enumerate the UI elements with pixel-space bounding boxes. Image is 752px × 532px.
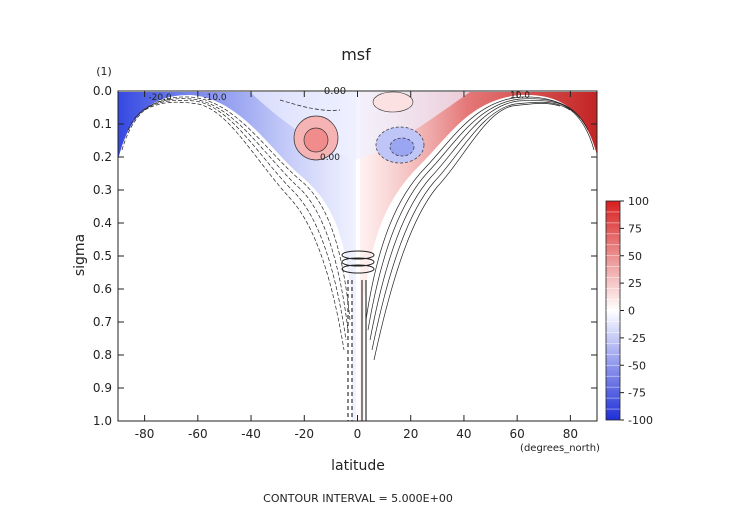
- upper-cell: [372, 91, 414, 113]
- contour-interval-footer: CONTOUR INTERVAL = 5.000E+00: [263, 492, 453, 505]
- contour-label: 10.0: [510, 91, 530, 101]
- colorbar: 100 75 50 25 0 -25 -50 -75 -100: [605, 195, 653, 427]
- colorbar-tick-label: -75: [628, 387, 646, 400]
- hadley-cell-south-core: [303, 127, 329, 153]
- x-axis: -80 -60 -40 -20 0 20 40 60 80: [135, 91, 578, 441]
- colorbar-tick-label: -100: [628, 414, 653, 427]
- contour-field: [118, 91, 597, 421]
- colorbar-ticks: 100 75 50 25 0 -25 -50 -75 -100: [606, 195, 653, 427]
- contour-label: -10.0: [203, 93, 227, 103]
- x-tick-label: 40: [456, 427, 471, 441]
- y-tick-label: 0.8: [93, 348, 112, 362]
- x-tick-label: 80: [563, 427, 578, 441]
- colorbar-tick-label: 75: [628, 222, 642, 235]
- x-tick-label: 0: [354, 427, 362, 441]
- northern-contours: [365, 96, 595, 361]
- colorbar-tick-label: -50: [628, 359, 646, 372]
- y-units-label: (1): [96, 65, 112, 78]
- southern-contours: [121, 96, 351, 351]
- x-tick-label: 60: [510, 427, 525, 441]
- stem-rings: [341, 250, 375, 274]
- x-tick-label: -40: [241, 427, 261, 441]
- colorbar-tick-label: 50: [628, 250, 642, 263]
- y-tick-label: 0.0: [93, 84, 112, 98]
- y-tick-label: 0.5: [93, 249, 112, 263]
- y-tick-label: 0.3: [93, 183, 112, 197]
- hadley-cell-north-core: [389, 137, 415, 157]
- y-tick-label: 0.7: [93, 315, 112, 329]
- y-tick-label: 1.0: [93, 414, 112, 428]
- y-tick-label: 0.1: [93, 117, 112, 131]
- chart-title: msf: [341, 45, 371, 64]
- contour-label: -20.0: [148, 93, 172, 103]
- y-tick-label: 0.6: [93, 282, 112, 296]
- colorbar-tick-label: 0: [628, 305, 635, 318]
- x-axis-label: latitude: [331, 458, 385, 474]
- y-tick-label: 0.2: [93, 150, 112, 164]
- tropical-band: [250, 92, 470, 160]
- x-tick-label: -80: [135, 427, 155, 441]
- colorbar-tick-label: -25: [628, 332, 646, 345]
- y-tick-label: 0.9: [93, 381, 112, 395]
- colorbar-tick-label: 25: [628, 277, 642, 290]
- y-tick-label: 0.4: [93, 216, 112, 230]
- y-axis: 0.0 0.1 0.2 0.3 0.4 0.5 0.6 0.7 0.8 0.9 1.0: [93, 84, 597, 428]
- colorbar-tick-label: 100: [628, 195, 649, 208]
- contour-label: 0.00: [320, 153, 340, 163]
- stem-dashes: [347, 280, 367, 421]
- x-units-label: (degrees_north): [520, 443, 600, 454]
- x-tick-label: -20: [294, 427, 314, 441]
- x-tick-label: 20: [403, 427, 418, 441]
- x-tick-label: -60: [188, 427, 208, 441]
- y-axis-label: sigma: [72, 234, 88, 276]
